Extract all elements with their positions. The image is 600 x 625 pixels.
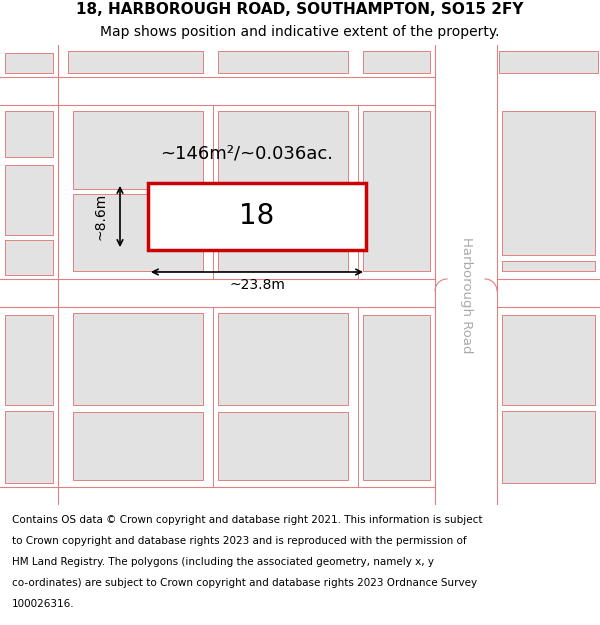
Text: co-ordinates) are subject to Crown copyright and database rights 2023 Ordnance S: co-ordinates) are subject to Crown copyr… (12, 578, 477, 587)
Bar (502, 411, 595, 483)
Bar (5, 240, 53, 275)
Text: ~146m²/~0.036ac.: ~146m²/~0.036ac. (161, 144, 334, 162)
Bar (218, 111, 348, 217)
Text: Contains OS data © Crown copyright and database right 2021. This information is : Contains OS data © Crown copyright and d… (12, 514, 482, 524)
Text: Harborough Road: Harborough Road (460, 237, 473, 353)
Bar (497, 487, 600, 505)
Bar (73, 412, 203, 480)
Bar (5, 315, 53, 405)
Text: 18: 18 (239, 202, 275, 231)
Bar (502, 315, 595, 405)
Bar (497, 279, 600, 307)
Bar (499, 51, 598, 73)
Bar (363, 315, 430, 480)
Bar (0, 279, 435, 307)
Bar (502, 261, 595, 271)
Text: to Crown copyright and database rights 2023 and is reproduced with the permissio: to Crown copyright and database rights 2… (12, 536, 467, 546)
Bar (73, 194, 203, 271)
Bar (218, 51, 348, 73)
Bar (218, 412, 348, 480)
Bar (363, 111, 430, 271)
Bar (435, 45, 497, 505)
Bar (218, 313, 348, 405)
Bar (73, 111, 203, 189)
Text: ~23.8m: ~23.8m (229, 278, 285, 292)
Bar (502, 111, 595, 255)
Bar (218, 223, 348, 271)
Bar (68, 51, 203, 73)
Text: ~8.6m: ~8.6m (93, 193, 107, 240)
Bar (363, 51, 430, 73)
Text: Map shows position and indicative extent of the property.: Map shows position and indicative extent… (100, 26, 500, 39)
Text: HM Land Registry. The polygons (including the associated geometry, namely x, y: HM Land Registry. The polygons (includin… (12, 557, 434, 567)
Bar (5, 165, 53, 235)
Bar (0, 487, 435, 505)
Bar (5, 411, 53, 483)
Text: 18, HARBOROUGH ROAD, SOUTHAMPTON, SO15 2FY: 18, HARBOROUGH ROAD, SOUTHAMPTON, SO15 2… (76, 2, 524, 18)
Bar (73, 313, 203, 405)
Bar (5, 111, 53, 157)
Bar (5, 53, 53, 73)
Text: 100026316.: 100026316. (12, 599, 74, 609)
Bar (148, 183, 366, 250)
Bar (0, 77, 435, 105)
